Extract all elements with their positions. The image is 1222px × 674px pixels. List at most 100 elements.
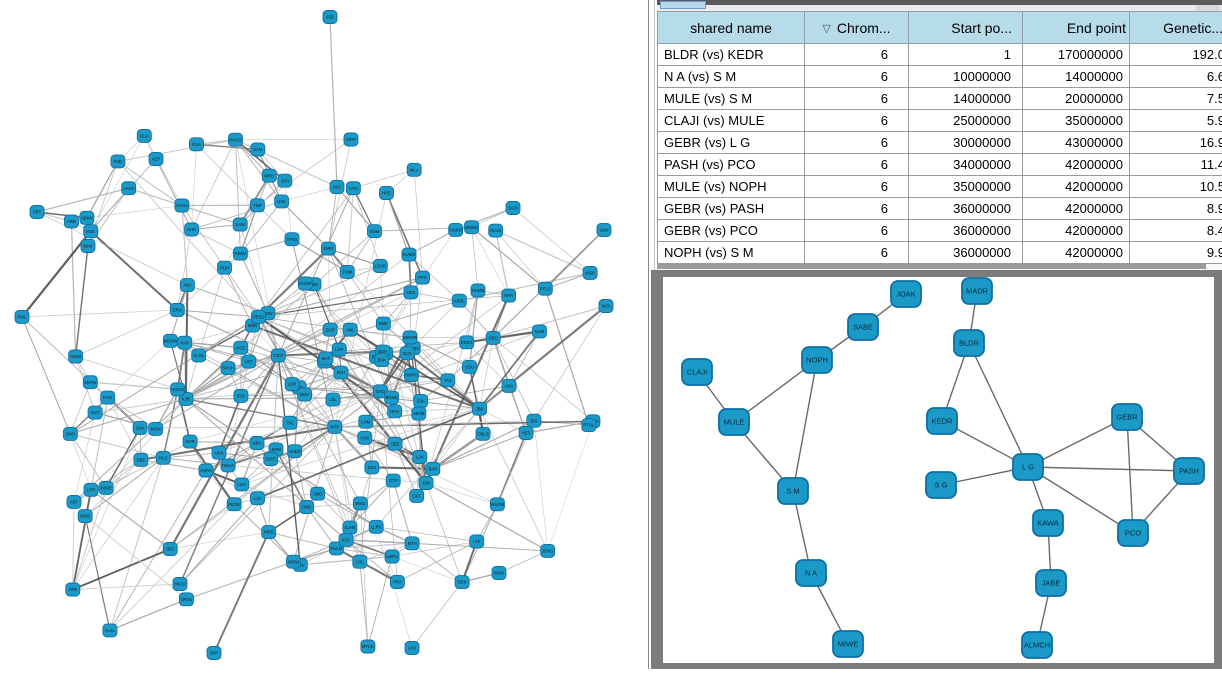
network-node[interactable]: TJOT — [271, 349, 285, 362]
network-node[interactable]: HHGS — [229, 133, 243, 146]
network-node[interactable]: KTO — [346, 182, 360, 195]
network-node[interactable]: WPD — [262, 526, 276, 539]
network-node[interactable]: MOP — [344, 133, 358, 146]
network-node[interactable]: HOOO — [171, 383, 185, 396]
network-node[interactable]: TPSS — [285, 233, 299, 246]
network-node[interactable]: HLG — [156, 451, 170, 464]
network-node[interactable]: AML — [343, 323, 357, 336]
network-node[interactable]: OEE — [388, 437, 402, 450]
network-node[interactable]: ABT — [67, 495, 81, 508]
network-node[interactable]: SRT — [30, 206, 44, 219]
network-node[interactable]: RLUD — [489, 224, 503, 237]
network-node-madr[interactable]: MADR — [962, 278, 992, 304]
network-node[interactable]: SGN — [506, 202, 520, 215]
network-node[interactable]: OTP — [386, 474, 400, 487]
network-node[interactable]: BGU — [298, 388, 312, 401]
network-node[interactable]: ABKN — [80, 211, 94, 224]
network-node-sabe[interactable]: SABE — [848, 314, 878, 340]
network-node[interactable]: OBLS — [476, 427, 490, 440]
network-node[interactable]: TAS — [441, 374, 455, 387]
network-node[interactable]: LHL — [353, 555, 367, 568]
network-node[interactable]: GSM — [368, 225, 382, 238]
network-node[interactable]: GJHK — [343, 521, 357, 534]
network-node[interactable]: GBO — [486, 331, 500, 344]
network-node[interactable]: UUED — [288, 445, 302, 458]
network-node[interactable]: PUA — [190, 138, 204, 151]
network-node[interactable]: RLH — [334, 366, 348, 379]
column-header-start-po[interactable]: Start po... — [909, 12, 1023, 44]
network-node[interactable]: DDK — [455, 576, 469, 589]
network-node[interactable]: LDR — [285, 378, 299, 391]
network-node[interactable]: PRA — [390, 576, 404, 589]
network-node[interactable]: SNTW — [83, 376, 97, 389]
network-node[interactable]: HAS — [358, 431, 372, 444]
network-node[interactable]: MRO — [262, 169, 276, 182]
network-node[interactable]: THL — [283, 416, 297, 429]
network-node[interactable]: PTLG — [538, 282, 552, 295]
network-node-mule[interactable]: MULE — [719, 409, 749, 435]
network-node[interactable]: BWS — [78, 510, 92, 523]
network-node[interactable]: SHN — [185, 223, 199, 236]
network-node[interactable]: JSB — [323, 11, 337, 24]
network-node[interactable]: MWOR — [403, 331, 417, 344]
network-node-miwe[interactable]: MIWE — [833, 631, 863, 657]
network-node[interactable]: LMA — [133, 421, 147, 434]
network-node[interactable]: AEP — [149, 153, 163, 166]
network-node[interactable]: HES — [519, 427, 533, 440]
network-node[interactable]: GLGL — [192, 349, 206, 362]
network-node[interactable]: UTR — [84, 483, 98, 496]
network-node[interactable]: MDM — [149, 422, 163, 435]
network-node-l-g[interactable]: L G — [1013, 454, 1043, 480]
network-node[interactable]: JUR — [419, 477, 433, 490]
network-node[interactable]: OHMB — [471, 284, 485, 297]
network-node[interactable]: JONG — [541, 544, 555, 557]
network-node[interactable]: GLN — [400, 347, 414, 360]
network-node[interactable]: ERN — [170, 304, 184, 317]
network-node[interactable]: KGE — [234, 341, 248, 354]
network-node[interactable]: MLA — [407, 163, 421, 176]
network-node-joak[interactable]: JOAK — [891, 281, 921, 307]
network-node[interactable]: UAW — [233, 218, 247, 231]
network-node[interactable]: PAR — [178, 336, 192, 349]
overview-network-panel[interactable]: MDMTRUBWSGSMNWMEWRRJDDJAPARHASMDGWLRDGES… — [0, 0, 648, 669]
network-node[interactable]: BME — [376, 317, 390, 330]
network-node[interactable]: MAT — [319, 352, 333, 365]
network-node[interactable]: DSJ — [365, 461, 379, 474]
network-node[interactable]: DGP — [323, 323, 337, 336]
network-node[interactable]: GUA — [137, 129, 151, 142]
network-node-pco[interactable]: PCO — [1118, 520, 1148, 546]
network-node[interactable]: REMJ — [233, 247, 247, 260]
network-node[interactable]: LLRK — [369, 520, 383, 533]
network-node[interactable]: MGR — [583, 266, 597, 279]
network-node[interactable]: WSO — [353, 497, 367, 510]
network-node[interactable]: MJG — [84, 225, 98, 238]
network-node[interactable]: NBU — [250, 437, 264, 450]
network-node-bldr[interactable]: BLDR — [954, 330, 984, 356]
network-node[interactable]: SAM — [251, 143, 265, 156]
network-node[interactable]: EKK — [375, 354, 389, 367]
column-header-genetic[interactable]: Genetic... — [1130, 12, 1222, 44]
network-node[interactable]: SPUH — [221, 362, 235, 375]
network-node[interactable]: AANA — [122, 182, 136, 195]
network-node[interactable]: LMJ — [405, 642, 419, 655]
network-node-s-m[interactable]: S M — [778, 478, 808, 504]
network-node[interactable]: LTK — [470, 535, 484, 548]
network-node[interactable]: TNP — [250, 199, 264, 212]
network-node[interactable]: LWPU — [385, 550, 399, 563]
network-node[interactable]: LGU — [235, 478, 249, 491]
network-node[interactable]: APDL — [452, 294, 466, 307]
network-node[interactable]: ANJ — [180, 279, 194, 292]
network-node[interactable]: MTUR — [361, 640, 375, 653]
network-node[interactable]: LGT — [242, 355, 256, 368]
network-node[interactable]: PPS — [416, 271, 430, 284]
network-node[interactable]: LJN — [413, 451, 427, 464]
network-node[interactable]: OKB — [300, 501, 314, 514]
network-node[interactable]: ANRK — [199, 464, 213, 477]
horizontal-scrollbar-thumb[interactable] — [660, 1, 706, 9]
